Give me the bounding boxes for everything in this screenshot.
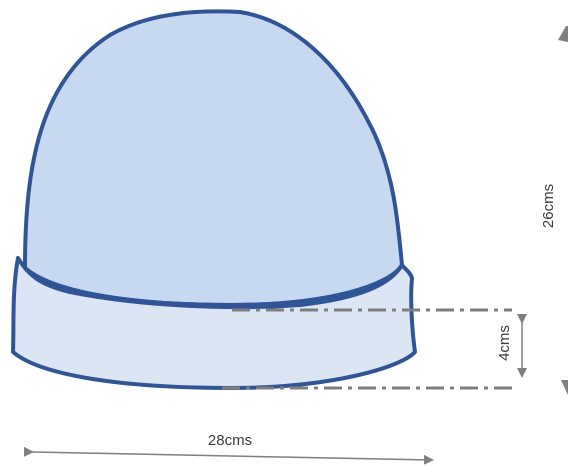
band-seam <box>23 263 404 308</box>
height-label: 26cms <box>540 184 557 228</box>
width-arrow <box>23 446 434 465</box>
total-height-arrow-bottom <box>561 380 568 395</box>
total-height-arrow-top <box>558 26 568 42</box>
band-height-label: 4cms <box>496 325 513 361</box>
hat-crown <box>23 9 404 307</box>
width-label: 28cms <box>208 432 252 449</box>
